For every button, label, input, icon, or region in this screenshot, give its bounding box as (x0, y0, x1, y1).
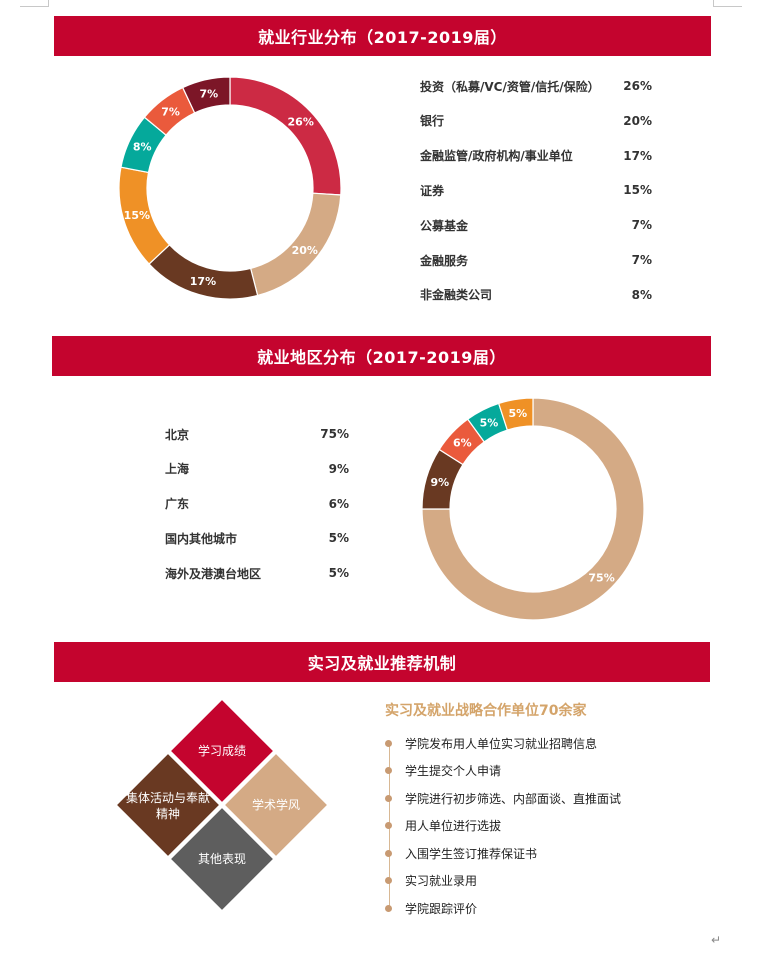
industry-legend-label: 银行 (420, 114, 445, 129)
mechanism-banner: 实习及就业推荐机制 (54, 642, 710, 682)
step-item: 学院发布用人单位实习就业招聘信息 (385, 735, 597, 751)
region-legend-label: 海外及港澳台地区 (165, 566, 262, 581)
industry-legend-value: 26% (623, 79, 652, 93)
step-text: 学生提交个人申请 (405, 764, 502, 778)
bullet-dot-icon (385, 739, 392, 747)
donut-slice-label: 75% (588, 572, 614, 585)
region-legend-value: 9% (328, 461, 349, 476)
region-legend-row: 上海 9% (165, 460, 349, 478)
donut-slice-label: 15% (124, 209, 150, 222)
region-legend-value: 75% (320, 427, 349, 441)
step-item: 用人单位进行选拔 (385, 818, 501, 834)
bullet-dot-icon (385, 767, 392, 774)
donut-slice-label: 5% (508, 407, 527, 420)
region-title: 就业地区分布（2017-2019届） (257, 348, 506, 367)
industry-legend-row: 证券 15% (420, 181, 652, 199)
region-legend-label: 广东 (165, 497, 190, 512)
region-legend-value: 5% (328, 566, 349, 581)
donut-slice (497, 397, 534, 431)
industry-legend-row: 金融服务 7% (420, 251, 652, 269)
crop-mark-right (713, 0, 742, 7)
donut-slice-label: 26% (288, 116, 314, 129)
donut-slice-label: 17% (190, 275, 216, 288)
donut-slice-label: 8% (133, 141, 152, 154)
industry-legend-row: 金融监管/政府机构/事业单位 17% (420, 147, 652, 165)
diamond-bottom-label: 其他表现 (197, 852, 246, 866)
step-item: 学院跟踪评价 (385, 900, 477, 916)
region-donut-chart: 75% 9% 6% 5% 5% (421, 397, 645, 621)
industry-banner: 就业行业分布（2017-2019届） (54, 16, 711, 56)
step-item: 入围学生签订推荐保证书 (385, 845, 537, 861)
region-banner: 就业地区分布（2017-2019届） (52, 336, 711, 376)
industry-legend-label: 非金融类公司 (420, 288, 493, 303)
region-legend-row: 国内其他城市 5% (165, 529, 349, 547)
region-legend-value: 6% (328, 496, 349, 511)
mechanism-title: 实习及就业推荐机制 (307, 654, 457, 673)
industry-legend-row: 投资（私募/VC/资管/信托/保险） 26% (420, 77, 652, 95)
donut-slice (148, 243, 259, 300)
industry-legend-label: 证券 (420, 183, 445, 198)
donut-slice-label: 7% (199, 87, 218, 100)
step-item: 学生提交个人申请 (385, 763, 501, 779)
industry-legend-value: 20% (623, 113, 652, 128)
region-legend-label: 北京 (165, 427, 190, 442)
bullet-dot-icon (385, 794, 392, 802)
industry-legend-value: 7% (631, 253, 652, 267)
donut-slice-label: 7% (161, 105, 180, 118)
donut-slice-label: 20% (292, 244, 318, 257)
diamond-left-label: 集体活动与奉献精神 (125, 791, 210, 821)
crop-mark-left (20, 0, 49, 7)
step-text: 学院跟踪评价 (405, 901, 478, 916)
region-legend-label: 上海 (165, 462, 190, 477)
step-item: 实习就业录用 (385, 873, 477, 889)
diamond-top-label: 学习成绩 (197, 744, 246, 758)
donut-slice-label: 9% (431, 476, 450, 489)
region-legend-label: 国内其他城市 (165, 531, 238, 546)
step-text: 学院发布用人单位实习就业招聘信息 (405, 736, 598, 751)
industry-legend-label: 投资（私募/VC/资管/信托/保险） (420, 79, 600, 94)
donut-slice (229, 76, 342, 196)
industry-legend-row: 银行 20% (420, 112, 652, 130)
donut-slice (421, 397, 645, 621)
step-text: 入围学生签订推荐保证书 (405, 846, 538, 861)
industry-legend-row: 非金融类公司 8% (420, 286, 652, 304)
industry-legend-label: 公募基金 (420, 218, 469, 233)
bullet-dot-icon (385, 849, 392, 857)
partners-subtitle: 实习及就业战略合作单位70余家 (385, 703, 587, 719)
step-item: 学院进行初步筛选、内部面谈、直推面试 (385, 790, 621, 806)
step-text: 用人单位进行选拔 (405, 819, 502, 833)
industry-legend-label: 金融服务 (420, 253, 469, 268)
region-legend-row: 广东 6% (165, 495, 349, 513)
donut-slice (181, 76, 231, 114)
industry-title: 就业行业分布（2017-2019届） (258, 28, 507, 47)
bullet-dot-icon (385, 822, 392, 829)
step-text: 实习就业录用 (405, 874, 478, 888)
region-legend-row: 海外及港澳台地区 5% (165, 564, 349, 582)
industry-legend-value: 7% (631, 218, 652, 233)
region-legend-value: 5% (328, 531, 349, 546)
industry-legend-value: 15% (623, 183, 652, 198)
region-legend-row: 北京 75% (165, 425, 349, 443)
industry-legend-label: 金融监管/政府机构/事业单位 (420, 149, 573, 164)
industry-donut-chart: 26% 20% 17% 15% 8% 7% 7% (118, 76, 342, 300)
industry-legend-value: 8% (631, 287, 652, 302)
bullet-dot-icon (385, 877, 392, 884)
bullet-dot-icon (385, 904, 392, 912)
paragraph-mark-icon: ↵ (711, 933, 722, 947)
donut-slice-label: 6% (453, 437, 472, 450)
industry-legend-value: 17% (623, 148, 652, 163)
step-text: 学院进行初步筛选、内部面谈、直推面试 (405, 791, 622, 806)
industry-legend-row: 公募基金 7% (420, 216, 652, 234)
donut-slice-label: 5% (480, 417, 499, 430)
diamond-right-label: 学术学风 (251, 798, 300, 812)
